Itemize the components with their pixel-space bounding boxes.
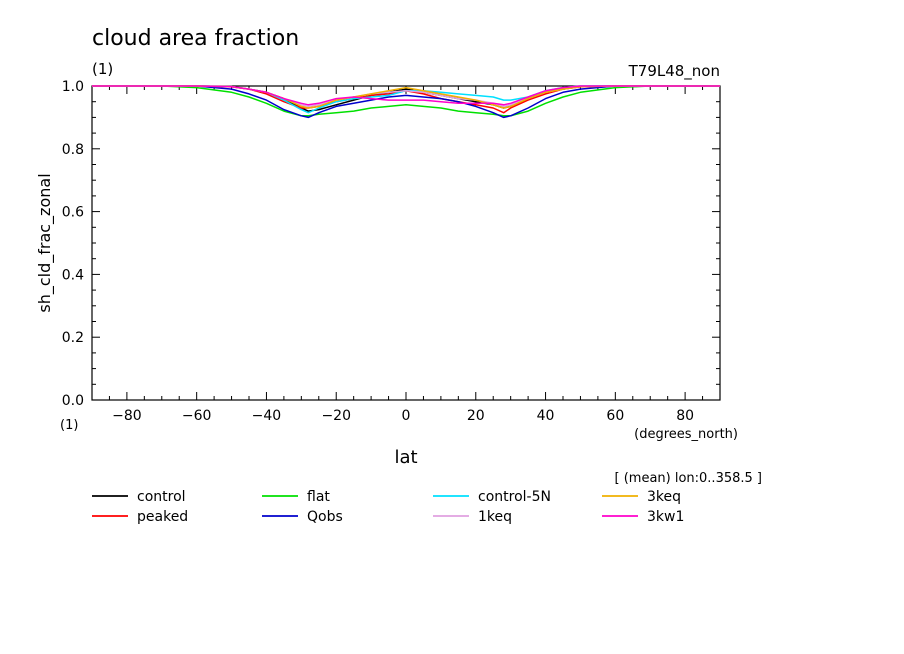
plot-frame [91, 85, 721, 401]
legend-label-qobs: Qobs [307, 509, 343, 525]
x-tick-label: 20 [467, 408, 485, 424]
legend-label-1keq: 1keq [478, 509, 512, 525]
legend-label-3keq: 3keq [647, 489, 681, 505]
y-tick-label: 0.6 [62, 205, 84, 221]
x-tick-label: −40 [252, 408, 282, 424]
x-axis-units: (degrees_north) [634, 427, 738, 442]
series-lines [92, 85, 720, 119]
y-axis-label: sh_cld_frac_zonal [35, 173, 55, 312]
legend-label-flat: flat [307, 489, 330, 505]
x-axis-label: lat [394, 447, 417, 468]
x-tick-label: 0 [402, 408, 411, 424]
series-line-qobs [92, 85, 720, 119]
axis-ticks: −80 −60 −40 −20 0 20 40 60 80 0.0 0.2 0.4 0.6 0.8 1.0 [62, 79, 721, 424]
legend-label-peaked: peaked [137, 509, 188, 525]
legend: control peaked flat Qobs control-5N 1keq 3keq 3… [92, 489, 684, 525]
y-tick-label: 1.0 [62, 79, 84, 95]
legend-label-3kw1: 3kw1 [647, 509, 684, 525]
x-tick-label: −60 [182, 408, 212, 424]
series-line-3kw1 [92, 85, 720, 106]
y-tick-label: 0.0 [62, 393, 84, 409]
mean-annotation: [ (mean) lon:0..358.5 ] [615, 471, 763, 486]
y-axis-units: (1) [60, 418, 78, 433]
x-tick-label: 60 [606, 408, 624, 424]
y-tick-label: 0.4 [62, 267, 84, 283]
y-tick-label: 0.2 [62, 330, 84, 346]
x-tick-label: 40 [537, 408, 555, 424]
run-label: T79L48_non [628, 62, 720, 81]
legend-label-control-5n: control-5N [478, 489, 551, 505]
series-line-control [92, 85, 720, 112]
chart-title: cloud area fraction [92, 26, 299, 51]
series-line-flat [92, 85, 720, 117]
y-tick-label: 0.8 [62, 142, 84, 158]
title-units: (1) [92, 60, 113, 78]
x-tick-label: 80 [676, 408, 694, 424]
x-tick-label: −20 [321, 408, 351, 424]
legend-label-control: control [137, 489, 186, 505]
x-tick-label: −80 [112, 408, 142, 424]
